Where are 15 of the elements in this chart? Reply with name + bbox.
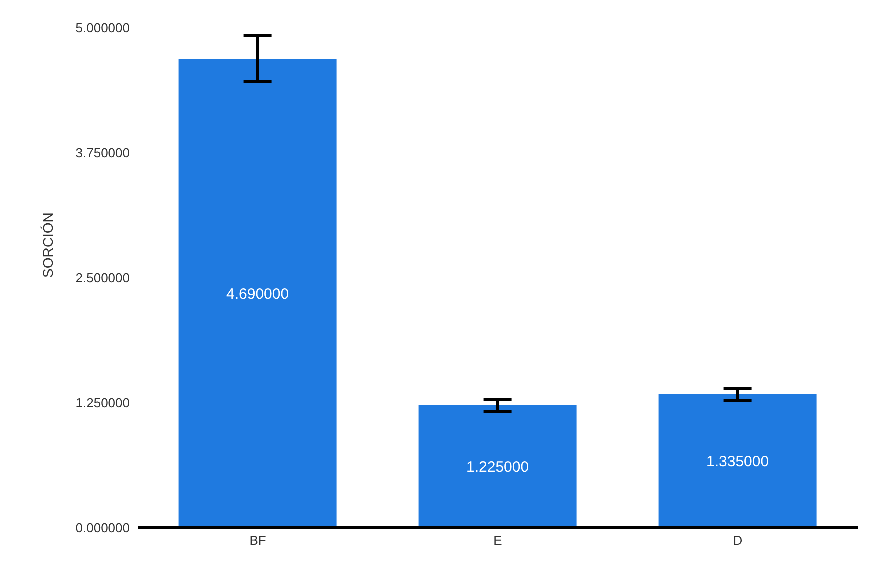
bar <box>418 406 577 528</box>
x-tick-label: BF <box>250 533 266 548</box>
data-label: 1.225000 <box>466 459 530 476</box>
x-tick-label: E <box>494 533 503 548</box>
data-label: 4.690000 <box>226 286 290 303</box>
y-tick-label: 1.250000 <box>76 396 130 411</box>
y-tick-label: 2.500000 <box>76 270 130 286</box>
y-axis-title: SORCIÓN <box>40 212 56 278</box>
y-tick-label: 0.000000 <box>76 520 130 536</box>
bar <box>178 59 337 528</box>
bar <box>658 394 817 528</box>
y-tick-label: 3.750000 <box>76 146 130 161</box>
data-label: 1.335000 <box>706 454 770 471</box>
y-tick-label: 5.000000 <box>76 20 130 36</box>
x-tick-label: D <box>733 533 743 548</box>
